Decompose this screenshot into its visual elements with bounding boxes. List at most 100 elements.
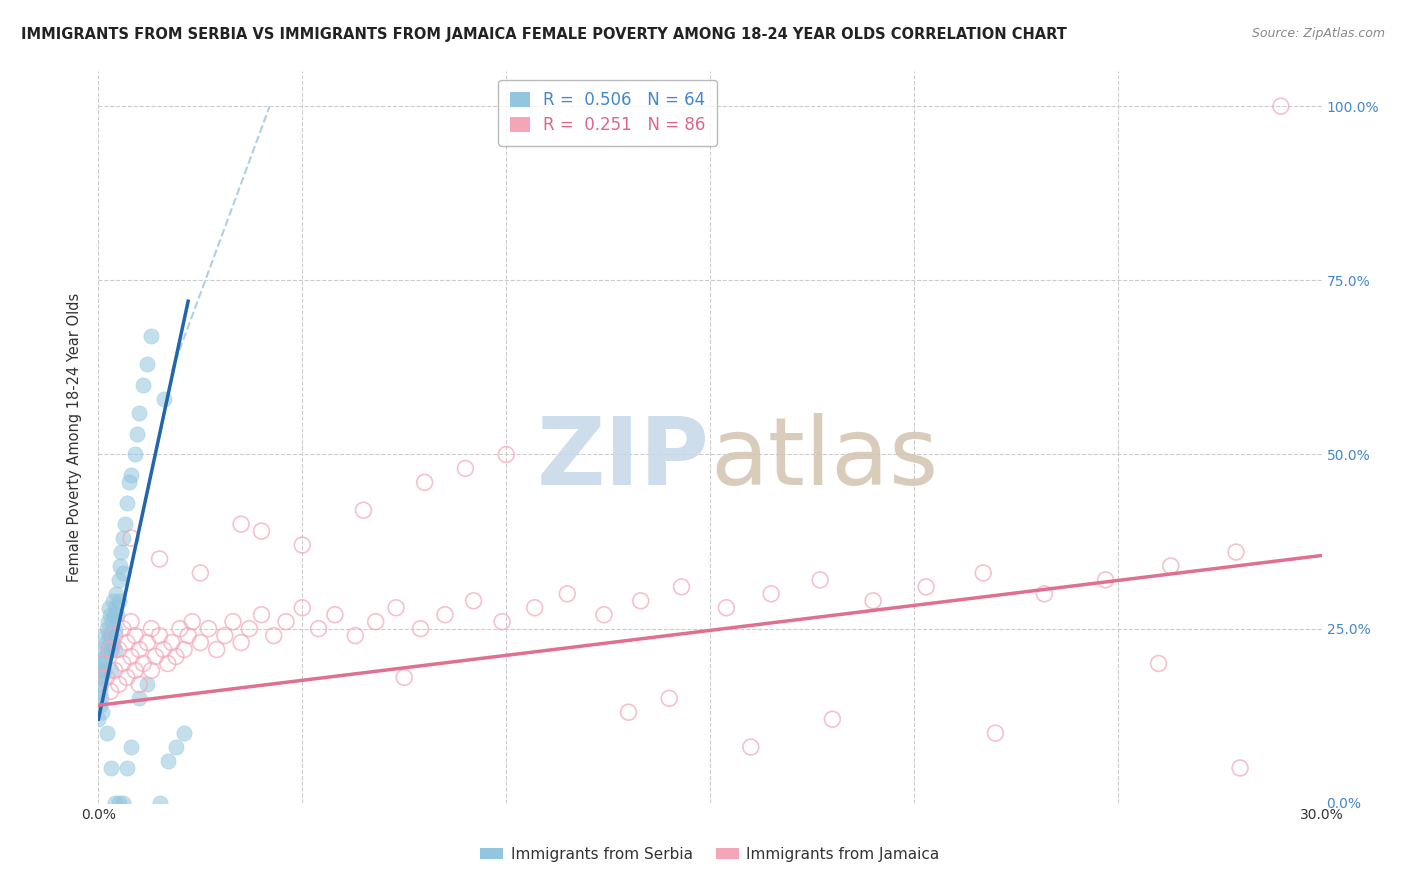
Point [128,677,150,691]
Point [120,740,142,755]
Point [114,517,136,532]
Point [94,635,117,649]
Point [108,594,131,608]
Point [250,607,273,622]
Point [128,642,150,657]
Point [103,607,125,622]
Point [523,600,546,615]
Point [593,607,616,622]
Point [120,615,142,629]
Point [94,649,117,664]
Point [238,622,260,636]
Point [808,573,831,587]
Point [173,642,195,657]
Point [145,649,167,664]
Point [105,587,128,601]
Point [110,545,132,559]
Point [90,657,112,671]
Point [173,726,195,740]
Point [291,538,314,552]
Point [160,635,183,649]
Point [120,531,142,545]
Point [250,524,273,538]
Point [120,649,142,664]
Point [100,684,122,698]
Point [308,622,330,636]
Point [120,468,142,483]
Point [124,629,146,643]
Point [111,657,134,671]
Point [96,642,118,657]
Point [100,629,122,643]
Point [118,475,141,490]
Point [96,726,118,740]
Point [90,677,112,691]
Point [108,558,131,573]
Point [463,594,485,608]
Point [156,657,179,671]
Point [108,796,131,810]
Point [141,622,163,636]
Point [91,642,114,657]
Point [630,594,652,608]
Point [263,629,285,643]
Point [104,664,127,678]
Point [91,670,114,684]
Point [165,649,187,664]
Point [152,392,174,406]
Point [214,629,236,643]
Point [127,426,149,441]
Point [97,629,120,643]
Point [671,580,693,594]
Point [100,642,122,657]
Text: Source: ZipAtlas.com: Source: ZipAtlas.com [1251,27,1385,40]
Point [177,629,200,643]
Point [409,622,432,636]
Point [231,517,253,532]
Point [188,566,212,580]
Point [136,635,159,649]
Point [1270,99,1292,113]
Point [132,377,155,392]
Point [205,642,228,657]
Point [100,664,122,678]
Point [557,587,579,601]
Point [181,615,204,629]
Point [98,607,121,622]
Point [111,531,134,545]
Point [96,670,118,684]
Point [149,629,172,643]
Point [111,622,134,636]
Point [108,642,131,657]
Point [413,475,436,490]
Point [323,607,346,622]
Point [104,622,127,636]
Point [93,629,115,643]
Point [165,740,187,755]
Point [1094,573,1116,587]
Point [392,670,416,684]
Point [111,566,134,580]
Point [132,657,155,671]
Point [1147,657,1170,671]
Point [104,600,127,615]
Point [915,580,938,594]
Point [108,677,131,691]
Point [716,600,738,615]
Point [972,566,994,580]
Point [98,600,121,615]
Point [434,607,457,622]
Point [136,357,159,371]
Point [90,691,112,706]
Point [104,629,127,643]
Point [156,754,179,768]
Point [89,698,111,713]
Point [658,691,681,706]
Point [100,642,122,657]
Point [152,642,174,657]
Point [352,503,374,517]
Point [115,496,138,510]
Point [104,642,127,657]
Point [128,691,150,706]
Point [91,657,114,671]
